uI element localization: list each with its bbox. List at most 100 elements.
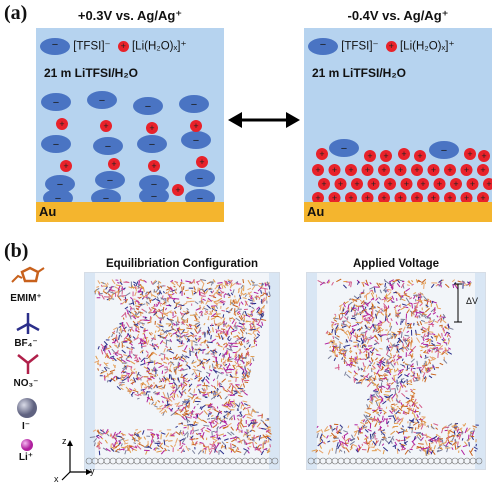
molecule-fragment: [114, 444, 120, 448]
molecule-fragment: [221, 371, 225, 374]
molecule-fragment: [400, 331, 403, 338]
molecule-fragment: [219, 449, 225, 455]
molecule-fragment: [181, 385, 185, 390]
molecule-fragment: [267, 431, 272, 435]
molecule-fragment: [229, 282, 233, 289]
molecule-fragment: [256, 329, 261, 334]
molecule-fragment: [178, 326, 181, 331]
panel-a-label: (a): [4, 2, 28, 24]
molecule-fragment: [370, 297, 375, 301]
molecule-fragment: [216, 388, 219, 391]
molecule-fragment: [409, 348, 414, 352]
molecule-fragment: [209, 443, 215, 447]
molecule-fragment: [186, 405, 189, 408]
li-cation-r-2-6-sign: +: [414, 193, 419, 203]
molecule-fragment: [178, 281, 183, 288]
molecule-fragment: [144, 340, 147, 345]
molecule-fragment: [207, 326, 211, 332]
molecule-fragment: [395, 408, 398, 412]
molecule-fragment: [116, 338, 119, 343]
molecule-fragment: [357, 436, 360, 440]
molecule-fragment: [210, 280, 214, 286]
molecule-fragment: [345, 373, 351, 379]
molecule-fragment: [242, 329, 246, 332]
electrode-lattice-cell: [127, 457, 135, 465]
molecule-fragment: [410, 367, 413, 371]
molecule-fragment: [451, 424, 458, 427]
molecule-fragment: [193, 291, 197, 295]
molecule-fragment: [228, 344, 233, 348]
molecule-fragment: [377, 306, 381, 309]
molecule-fragment: [223, 367, 227, 373]
molecule-fragment: [392, 354, 397, 359]
molecule-fragment: [427, 424, 430, 428]
molecule-fragment: [429, 356, 435, 361]
molecule-fragment: [217, 344, 223, 348]
molecule-fragment: [408, 419, 415, 423]
molecule-fragment: [219, 419, 223, 425]
molecule-fragment: [422, 365, 426, 369]
molecule-fragment: [236, 347, 242, 353]
molecule-fragment: [223, 438, 229, 441]
electrode-lattice-cell: [253, 457, 261, 465]
molecule-fragment: [395, 290, 401, 295]
molecule-fragment: [174, 411, 179, 415]
molecule-fragment: [103, 366, 108, 372]
molecule-fragment: [108, 345, 112, 348]
molecule-fragment: [251, 309, 256, 314]
molecule-fragment: [405, 287, 411, 292]
molecule-fragment: [131, 435, 134, 440]
molecule-fragment: [447, 429, 450, 434]
molecule-fragment: [246, 435, 249, 438]
li-cation-r-0-6: [411, 164, 423, 176]
molecule-fragment: [140, 383, 143, 389]
molecule-fragment: [405, 322, 407, 326]
molecule-fragment: [250, 419, 256, 422]
molecule-fragment: [341, 357, 344, 360]
molecule-fragment: [397, 417, 401, 420]
molecule-fragment: [372, 440, 377, 446]
molecule-fragment: [242, 373, 247, 380]
molecule-fragment: [182, 432, 185, 435]
molecule-fragment: [191, 424, 198, 427]
molecule-fragment: [137, 442, 141, 445]
molecule-fragment: [141, 345, 147, 348]
molecule-fragment: [443, 341, 448, 344]
molecule-fragment: [142, 389, 145, 393]
molecule-fragment: [260, 325, 262, 328]
molecule-fragment: [206, 358, 211, 362]
molecule-fragment: [387, 291, 392, 296]
molecule-fragment: [428, 375, 433, 379]
molecule-fragment: [344, 356, 347, 359]
molecule-fragment: [461, 280, 465, 283]
molecule-fragment: [194, 315, 198, 321]
molecule-fragment: [251, 429, 256, 432]
molecule-fragment: [444, 326, 447, 330]
molecule-fragment: [404, 449, 409, 455]
molecule-fragment: [169, 369, 172, 373]
molecule-fragment: [378, 324, 383, 327]
molecule-fragment: [201, 283, 205, 290]
molecule-fragment: [153, 367, 156, 372]
molecule-fragment: [223, 359, 227, 364]
molecule-fragment: [160, 357, 164, 360]
molecule-fragment: [99, 441, 103, 445]
molecule-fragment: [164, 378, 168, 382]
molecule-fragment: [423, 295, 428, 301]
molecule-fragment: [159, 340, 164, 345]
molecule-fragment: [425, 433, 428, 438]
molecule-fragment: [227, 338, 231, 342]
molecule-fragment: [446, 331, 451, 335]
molecule-fragment: [178, 364, 183, 367]
molecule-fragment: [325, 330, 329, 334]
molecule-fragment: [344, 330, 349, 334]
molecule-fragment: [388, 344, 392, 349]
molecule-fragment: [263, 447, 268, 451]
molecule-fragment: [348, 336, 352, 342]
electrode-lattice-cell: [211, 457, 219, 465]
molecule-fragment: [363, 414, 368, 420]
molecule-fragment: [396, 348, 400, 353]
electrode-lattice-cell: [199, 457, 207, 465]
molecule-fragment: [369, 433, 372, 440]
molecule-fragment: [403, 290, 406, 294]
